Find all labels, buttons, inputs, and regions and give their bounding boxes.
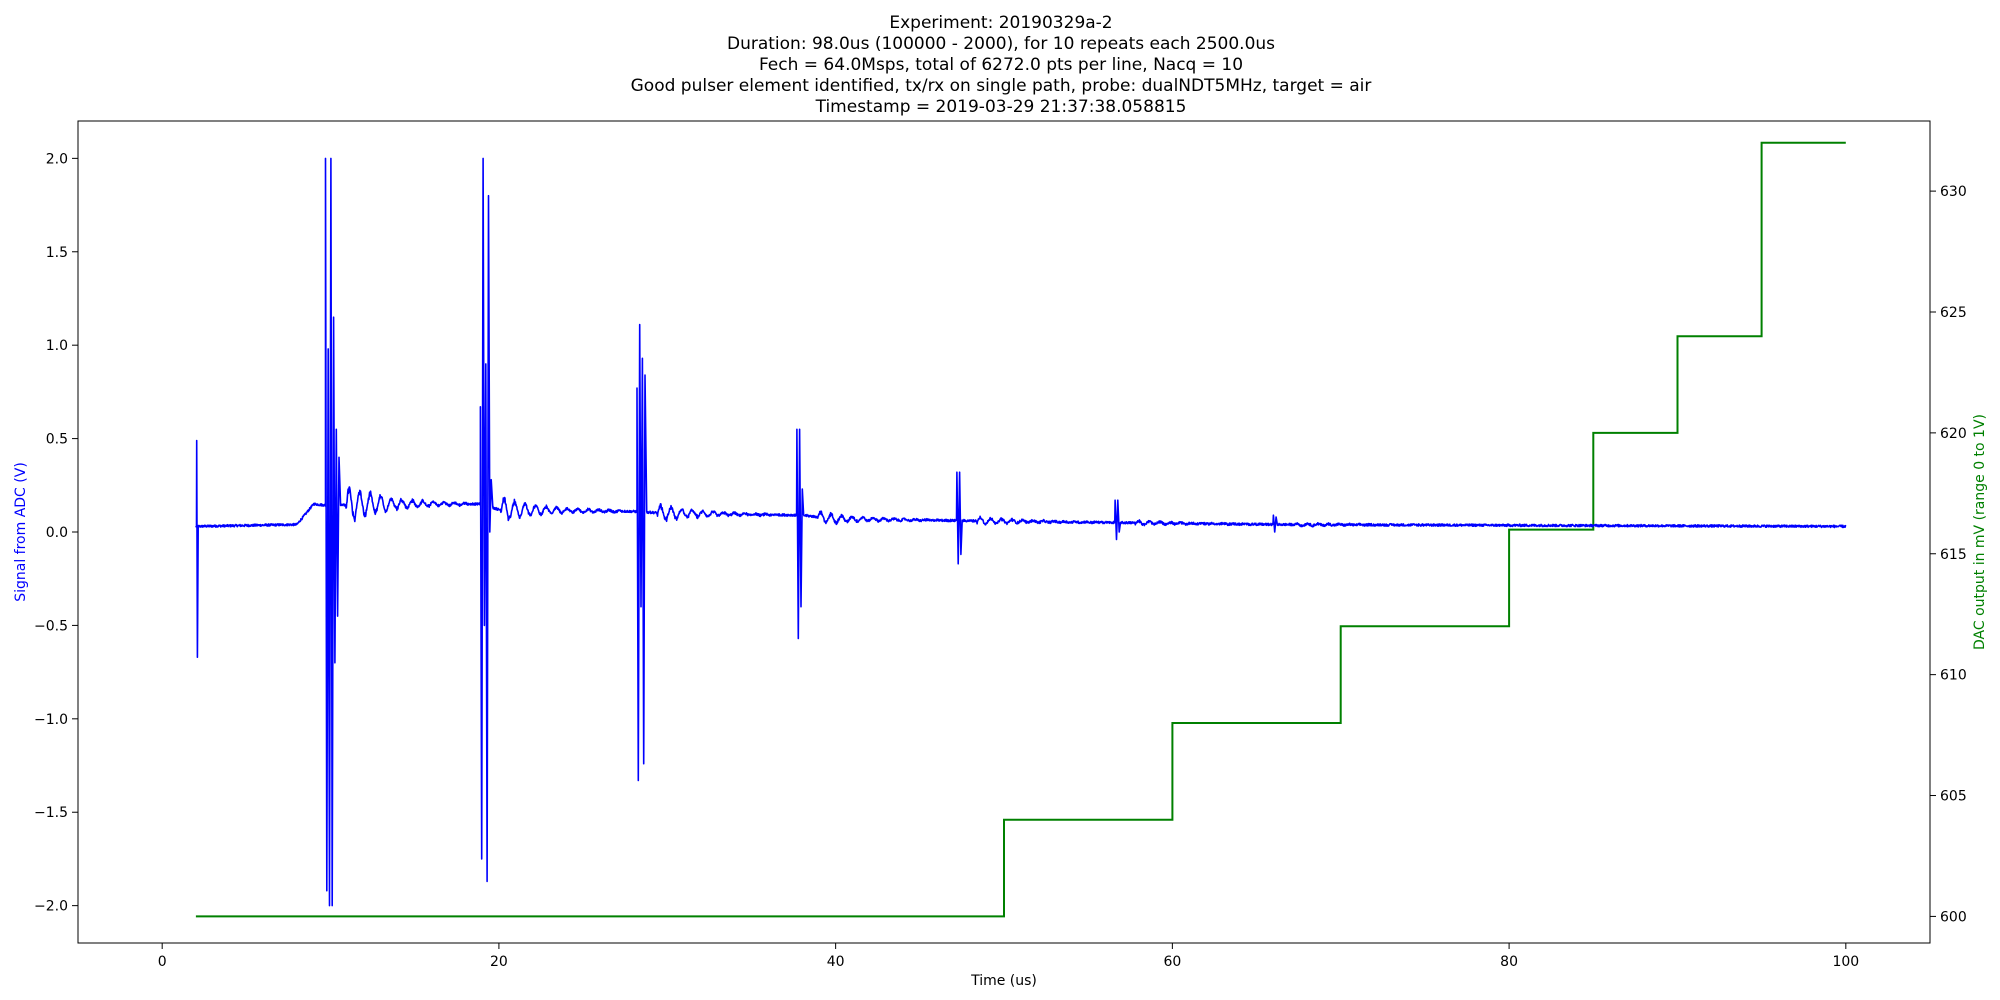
y-left-tick-label: 1.5 (46, 245, 68, 261)
x-tick-label: 40 (827, 954, 845, 970)
y-left-tick-label: 0.0 (46, 525, 68, 541)
x-axis-label: Time (us) (970, 973, 1037, 989)
y-right-tick-label: 630 (1940, 184, 1967, 200)
y-right-tick-label: 605 (1940, 789, 1967, 805)
y-left-tick-label: 0.5 (46, 432, 68, 448)
adc-signal-line (195, 157, 1847, 907)
plot-series (195, 141, 1847, 918)
title-line-4: Good pulser element identified, tx/rx on… (631, 76, 1372, 96)
y-axis-right-label: DAC output in mV (range 0 to 1V) (1972, 414, 1988, 650)
x-tick-label: 0 (158, 954, 167, 970)
title-line-5: Timestamp = 2019-03-29 21:37:38.058815 (815, 97, 1187, 117)
y-right-tick-label: 610 (1940, 668, 1967, 684)
y-right-tick-label: 625 (1940, 305, 1967, 321)
y-left-tick-label: 2.0 (46, 151, 68, 167)
y-right-tick-label: 600 (1940, 909, 1967, 925)
y-left-tick-label: −0.5 (34, 618, 68, 634)
y-axis-left-label: Signal from ADC (V) (13, 462, 29, 602)
x-tick-label: 20 (490, 954, 508, 970)
y-left-tick-label: 1.0 (46, 338, 68, 354)
title-line-2: Duration: 98.0us (100000 - 2000), for 10… (727, 34, 1275, 54)
dac-output-line (195, 141, 1846, 918)
y-right-tick-label: 615 (1940, 547, 1967, 563)
y-left-tick-label: −2.0 (34, 899, 68, 915)
chart-title: Experiment: 20190329a-2 Duration: 98.0us… (631, 13, 1372, 117)
y-axis-right: 600 605 610 615 620 625 630 (1930, 184, 1967, 925)
y-axis-left: −2.0 −1.5 −1.0 −0.5 0.0 0.5 1.0 1.5 2.0 (34, 151, 78, 915)
y-left-tick-label: −1.5 (34, 805, 68, 821)
x-tick-label: 100 (1832, 954, 1859, 970)
title-line-1: Experiment: 20190329a-2 (889, 13, 1112, 33)
y-left-tick-label: −1.0 (34, 712, 68, 728)
y-right-tick-label: 620 (1940, 426, 1967, 442)
x-tick-label: 60 (1163, 954, 1181, 970)
x-axis: 0 20 40 60 80 100 (158, 943, 1859, 970)
x-tick-label: 80 (1500, 954, 1518, 970)
title-line-3: Fech = 64.0Msps, total of 6272.0 pts per… (759, 55, 1243, 75)
